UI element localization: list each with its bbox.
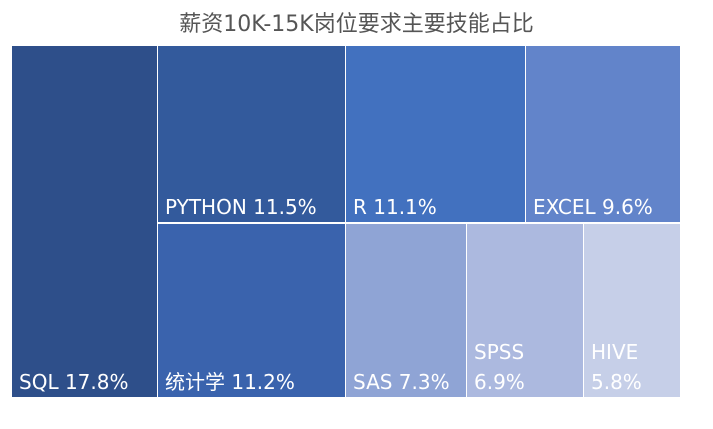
tile-spss <box>467 224 583 397</box>
tile-sql <box>12 46 157 397</box>
tile-label-3: R 11.1% <box>353 195 437 219</box>
tile-label-5: SAS 7.3% <box>353 370 450 394</box>
tile-label-value-7: 5.8% <box>591 370 642 394</box>
tile-label-4: EXCEL 9.6% <box>533 195 653 219</box>
tile-r <box>346 46 525 222</box>
tile-hive <box>584 224 680 397</box>
tile-label-value-6: 6.9% <box>474 370 525 394</box>
chart-title: 薪资10K-15K岗位要求主要技能占比 <box>179 12 534 37</box>
tile-label-0: SQL 17.8% <box>19 370 128 394</box>
tile-python <box>158 46 345 222</box>
tile-sas <box>346 224 466 397</box>
tile-label-name-6: SPSS <box>474 340 524 364</box>
tile-label-1: PYTHON 11.5% <box>165 195 317 219</box>
tile-excel <box>526 46 680 222</box>
tile-item2 <box>158 224 345 397</box>
tile-label-2: 统计学 11.2% <box>165 370 295 394</box>
tile-label-name-7: HIVE <box>591 340 638 364</box>
